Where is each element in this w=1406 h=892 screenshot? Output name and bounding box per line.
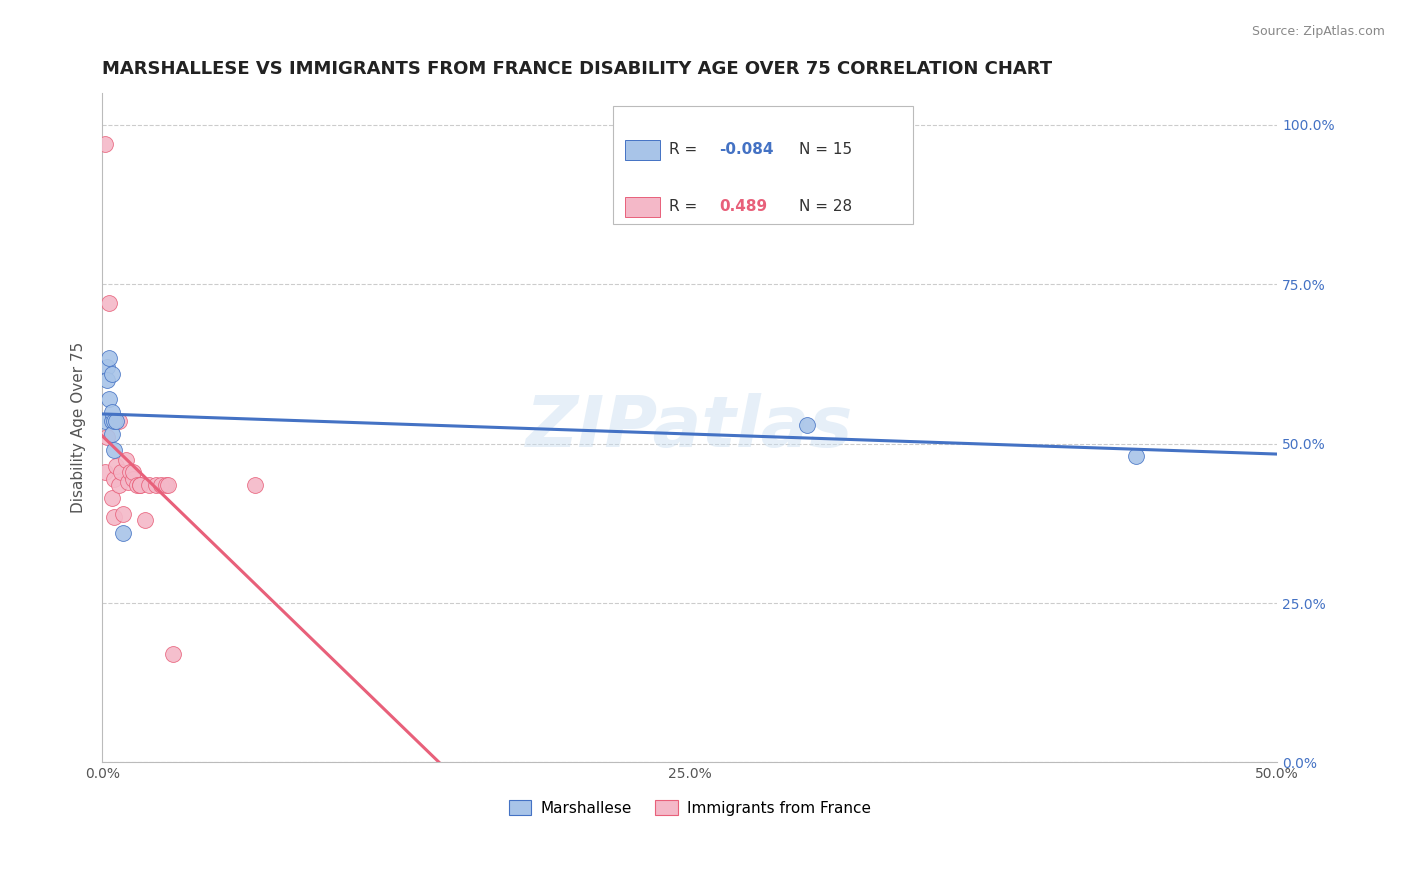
FancyBboxPatch shape [626,197,661,217]
Point [128,478,150,492]
Point [110,466,132,480]
Point [112,507,135,521]
Text: N = 28: N = 28 [799,199,852,214]
Point [155,478,177,492]
Text: 0.489: 0.489 [718,199,768,214]
Point [103,472,125,486]
Point [100,427,122,442]
Text: -0.084: -0.084 [718,143,773,158]
Point [107,414,129,428]
Point [134,513,156,527]
Y-axis label: Disability Age Over 75: Disability Age Over 75 [72,343,86,514]
Point [93,136,115,151]
Point [162,647,184,661]
Point [796,417,818,432]
Point [107,478,129,492]
Point [1125,450,1147,464]
FancyBboxPatch shape [626,140,661,160]
Point [103,414,125,428]
Point [96,360,118,375]
Point [98,392,121,406]
Point [127,478,149,492]
Point [100,414,122,428]
FancyBboxPatch shape [613,106,912,224]
Point [243,478,266,492]
Point [114,452,136,467]
Text: MARSHALLESE VS IMMIGRANTS FROM FRANCE DISABILITY AGE OVER 75 CORRELATION CHART: MARSHALLESE VS IMMIGRANTS FROM FRANCE DI… [103,60,1052,78]
Point [112,525,135,540]
Point [156,478,179,492]
Point [96,430,118,444]
Point [105,414,128,428]
Point [121,472,143,486]
Point [98,296,121,310]
Legend: Marshallese, Immigrants from France: Marshallese, Immigrants from France [502,794,877,822]
Point [120,466,142,480]
Point [93,466,115,480]
Point [149,478,172,492]
Text: N = 15: N = 15 [799,143,852,158]
Point [103,443,125,458]
Text: Source: ZipAtlas.com: Source: ZipAtlas.com [1251,25,1385,38]
Point [105,458,128,473]
Point [103,510,125,524]
Point [100,491,122,505]
Point [100,367,122,381]
Text: R =: R = [669,199,702,214]
Point [100,405,122,419]
Point [128,478,150,492]
Point [96,373,118,387]
Point [117,475,139,489]
Text: R =: R = [669,143,702,158]
Text: ZIPatlas: ZIPatlas [526,393,853,462]
Point [145,478,167,492]
Point [121,466,143,480]
Point [138,478,160,492]
Point [98,351,121,365]
Point [93,414,115,428]
